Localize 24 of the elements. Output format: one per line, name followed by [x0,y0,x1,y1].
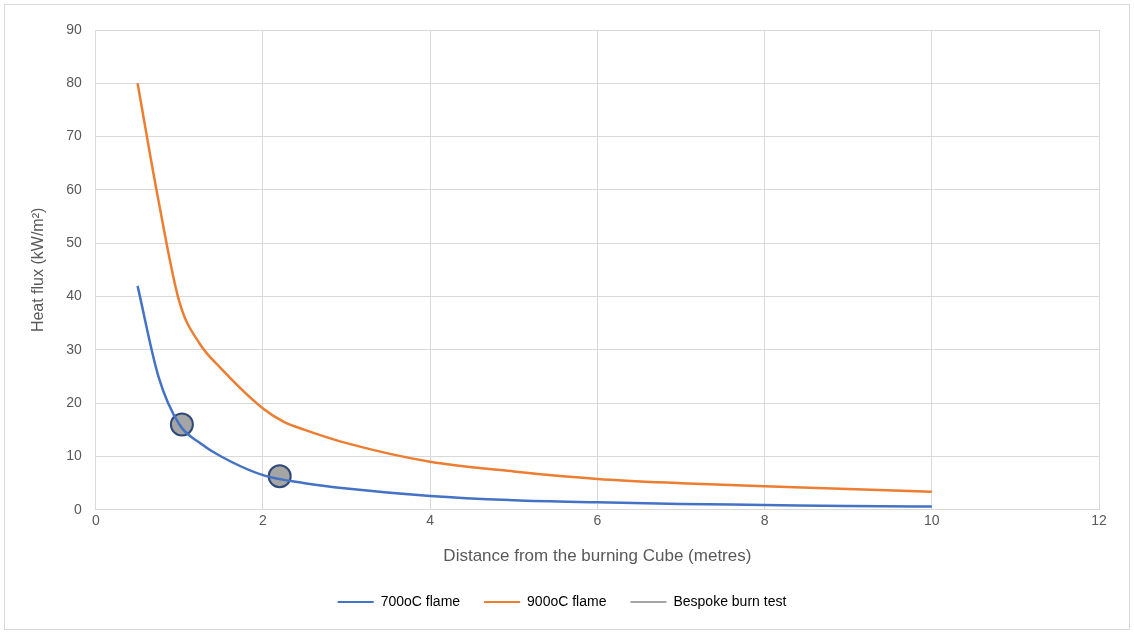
line-series [136,82,934,493]
legend-label: 700oC flame [380,592,461,609]
line-series [136,284,934,508]
x-tick-label: 4 [426,512,435,529]
y-tick-label: 0 [73,500,82,517]
y-tick-label: 60 [66,180,82,197]
x-tick-label: 12 [1091,512,1107,529]
x-tick-label: 8 [760,512,769,529]
y-tick-label: 40 [66,287,82,304]
x-axis-title: Distance from the burning Cube (metres) [443,546,752,566]
x-tick-label: 2 [259,512,268,529]
y-tick-label: 10 [66,447,82,464]
y-tick-label: 80 [66,74,82,91]
y-tick-label: 20 [66,394,82,411]
x-tick-label: 6 [593,512,602,529]
y-axis-title: Heat flux (kW/m²) [29,207,47,333]
y-tick-label: 50 [66,234,82,251]
legend-label: 900oC flame [527,592,607,609]
y-tick-label: 30 [66,340,82,357]
y-tick-label: 90 [66,20,82,37]
x-tick-label: 0 [91,512,100,529]
legend-label: Bespoke burn test [673,592,787,609]
x-tick-label: 10 [924,512,940,529]
y-tick-label: 70 [66,127,82,144]
